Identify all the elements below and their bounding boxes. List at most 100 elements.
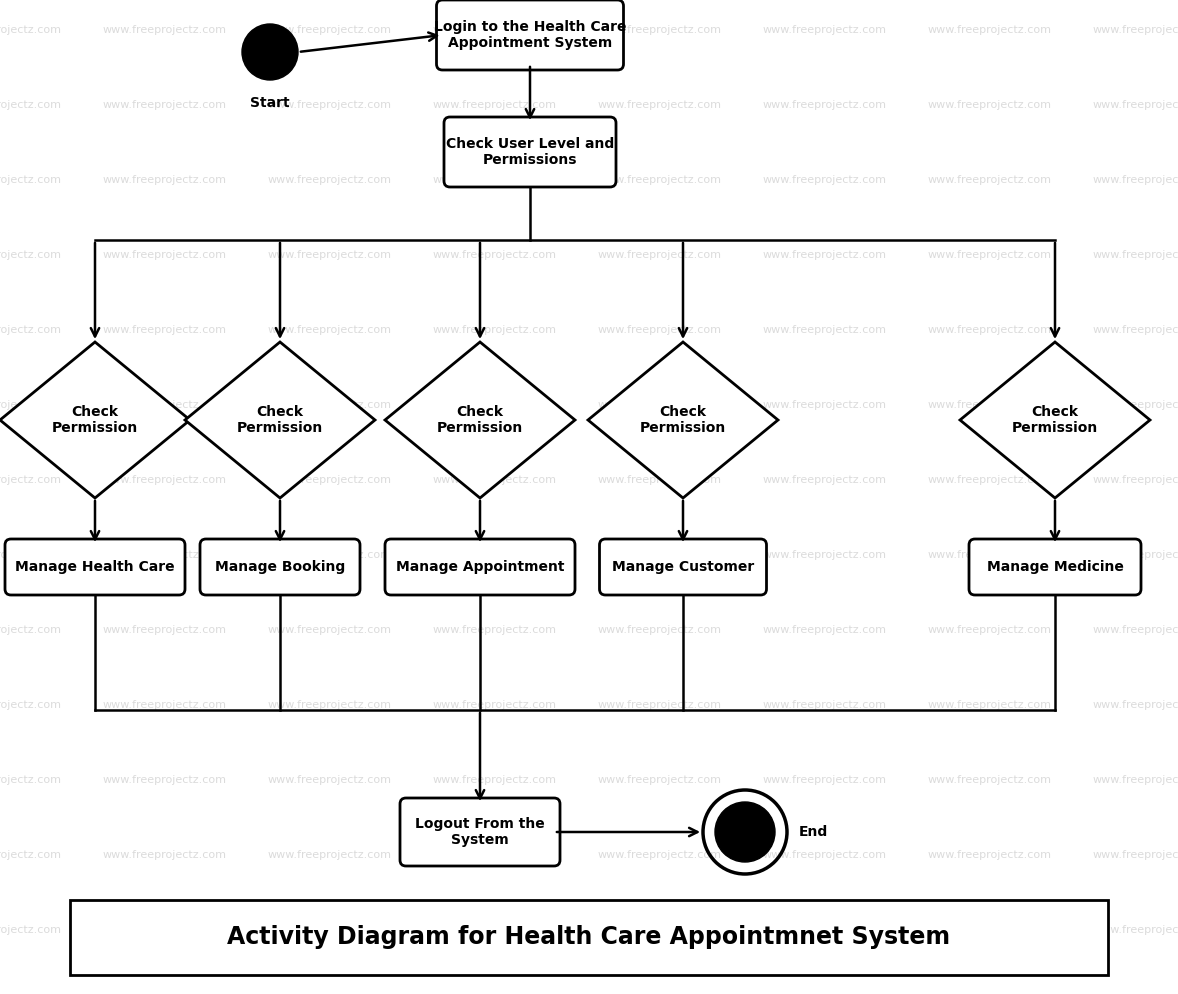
Text: www.freeprojectz.com: www.freeprojectz.com (102, 700, 227, 710)
FancyBboxPatch shape (5, 539, 185, 595)
Text: www.freeprojectz.com: www.freeprojectz.com (1093, 400, 1178, 410)
Text: www.freeprojectz.com: www.freeprojectz.com (0, 175, 62, 185)
FancyBboxPatch shape (200, 539, 360, 595)
Text: www.freeprojectz.com: www.freeprojectz.com (102, 100, 227, 110)
Text: www.freeprojectz.com: www.freeprojectz.com (928, 250, 1052, 260)
Text: www.freeprojectz.com: www.freeprojectz.com (0, 550, 62, 560)
Polygon shape (960, 342, 1150, 498)
Text: www.freeprojectz.com: www.freeprojectz.com (1093, 325, 1178, 335)
Text: www.freeprojectz.com: www.freeprojectz.com (763, 250, 887, 260)
Text: www.freeprojectz.com: www.freeprojectz.com (0, 25, 62, 35)
Text: www.freeprojectz.com: www.freeprojectz.com (102, 175, 227, 185)
Text: www.freeprojectz.com: www.freeprojectz.com (102, 550, 227, 560)
Text: www.freeprojectz.com: www.freeprojectz.com (102, 475, 227, 485)
Text: www.freeprojectz.com: www.freeprojectz.com (0, 775, 62, 785)
Text: Manage Booking: Manage Booking (214, 560, 345, 574)
Text: www.freeprojectz.com: www.freeprojectz.com (434, 700, 557, 710)
Text: www.freeprojectz.com: www.freeprojectz.com (598, 925, 722, 935)
Text: Check
Permission: Check Permission (237, 405, 323, 435)
FancyBboxPatch shape (70, 900, 1108, 975)
Circle shape (241, 24, 298, 80)
Text: www.freeprojectz.com: www.freeprojectz.com (928, 325, 1052, 335)
Circle shape (715, 802, 775, 862)
FancyBboxPatch shape (969, 539, 1141, 595)
Text: www.freeprojectz.com: www.freeprojectz.com (434, 400, 557, 410)
Text: www.freeprojectz.com: www.freeprojectz.com (928, 775, 1052, 785)
Text: www.freeprojectz.com: www.freeprojectz.com (1093, 700, 1178, 710)
FancyBboxPatch shape (385, 539, 575, 595)
Text: www.freeprojectz.com: www.freeprojectz.com (763, 925, 887, 935)
Text: www.freeprojectz.com: www.freeprojectz.com (1093, 475, 1178, 485)
Text: Start: Start (250, 96, 290, 110)
Text: www.freeprojectz.com: www.freeprojectz.com (928, 25, 1052, 35)
Text: www.freeprojectz.com: www.freeprojectz.com (102, 775, 227, 785)
Text: Login to the Health Care
Appointment System: Login to the Health Care Appointment Sys… (434, 20, 627, 50)
Text: www.freeprojectz.com: www.freeprojectz.com (763, 550, 887, 560)
Text: www.freeprojectz.com: www.freeprojectz.com (598, 775, 722, 785)
Text: Check
Permission: Check Permission (437, 405, 523, 435)
Text: www.freeprojectz.com: www.freeprojectz.com (0, 100, 62, 110)
Text: www.freeprojectz.com: www.freeprojectz.com (434, 775, 557, 785)
Text: www.freeprojectz.com: www.freeprojectz.com (763, 325, 887, 335)
Text: www.freeprojectz.com: www.freeprojectz.com (102, 25, 227, 35)
Text: www.freeprojectz.com: www.freeprojectz.com (928, 175, 1052, 185)
Text: www.freeprojectz.com: www.freeprojectz.com (598, 475, 722, 485)
Text: www.freeprojectz.com: www.freeprojectz.com (269, 100, 392, 110)
Text: www.freeprojectz.com: www.freeprojectz.com (0, 700, 62, 710)
Text: www.freeprojectz.com: www.freeprojectz.com (269, 700, 392, 710)
Text: www.freeprojectz.com: www.freeprojectz.com (928, 550, 1052, 560)
Text: Manage Customer: Manage Customer (611, 560, 754, 574)
Text: Check
Permission: Check Permission (1012, 405, 1098, 435)
Text: www.freeprojectz.com: www.freeprojectz.com (1093, 250, 1178, 260)
Text: www.freeprojectz.com: www.freeprojectz.com (763, 625, 887, 635)
Text: www.freeprojectz.com: www.freeprojectz.com (0, 625, 62, 635)
Text: www.freeprojectz.com: www.freeprojectz.com (269, 325, 392, 335)
Text: www.freeprojectz.com: www.freeprojectz.com (269, 400, 392, 410)
FancyBboxPatch shape (401, 798, 560, 866)
Text: www.freeprojectz.com: www.freeprojectz.com (269, 550, 392, 560)
Text: www.freeprojectz.com: www.freeprojectz.com (1093, 100, 1178, 110)
Text: www.freeprojectz.com: www.freeprojectz.com (434, 475, 557, 485)
Text: www.freeprojectz.com: www.freeprojectz.com (269, 475, 392, 485)
Text: www.freeprojectz.com: www.freeprojectz.com (598, 250, 722, 260)
Text: Manage Appointment: Manage Appointment (396, 560, 564, 574)
Text: www.freeprojectz.com: www.freeprojectz.com (102, 325, 227, 335)
Text: www.freeprojectz.com: www.freeprojectz.com (928, 850, 1052, 860)
Text: www.freeprojectz.com: www.freeprojectz.com (434, 25, 557, 35)
Text: www.freeprojectz.com: www.freeprojectz.com (928, 625, 1052, 635)
Text: www.freeprojectz.com: www.freeprojectz.com (763, 475, 887, 485)
Text: Logout From the
System: Logout From the System (415, 817, 545, 847)
Text: www.freeprojectz.com: www.freeprojectz.com (269, 925, 392, 935)
Text: www.freeprojectz.com: www.freeprojectz.com (434, 100, 557, 110)
Text: www.freeprojectz.com: www.freeprojectz.com (763, 400, 887, 410)
Text: Manage Medicine: Manage Medicine (986, 560, 1124, 574)
Text: www.freeprojectz.com: www.freeprojectz.com (269, 850, 392, 860)
FancyBboxPatch shape (444, 117, 616, 187)
Text: www.freeprojectz.com: www.freeprojectz.com (928, 475, 1052, 485)
Text: www.freeprojectz.com: www.freeprojectz.com (434, 325, 557, 335)
Text: www.freeprojectz.com: www.freeprojectz.com (598, 550, 722, 560)
Text: www.freeprojectz.com: www.freeprojectz.com (102, 250, 227, 260)
Text: www.freeprojectz.com: www.freeprojectz.com (928, 400, 1052, 410)
Text: www.freeprojectz.com: www.freeprojectz.com (434, 250, 557, 260)
Text: www.freeprojectz.com: www.freeprojectz.com (928, 925, 1052, 935)
Text: www.freeprojectz.com: www.freeprojectz.com (1093, 625, 1178, 635)
Text: www.freeprojectz.com: www.freeprojectz.com (269, 25, 392, 35)
Text: www.freeprojectz.com: www.freeprojectz.com (1093, 25, 1178, 35)
Text: Check User Level and
Permissions: Check User Level and Permissions (446, 137, 614, 167)
Text: www.freeprojectz.com: www.freeprojectz.com (434, 850, 557, 860)
Text: www.freeprojectz.com: www.freeprojectz.com (102, 400, 227, 410)
Text: www.freeprojectz.com: www.freeprojectz.com (763, 700, 887, 710)
Text: www.freeprojectz.com: www.freeprojectz.com (763, 175, 887, 185)
Text: Check
Permission: Check Permission (52, 405, 138, 435)
Text: www.freeprojectz.com: www.freeprojectz.com (434, 925, 557, 935)
Text: www.freeprojectz.com: www.freeprojectz.com (434, 625, 557, 635)
Text: www.freeprojectz.com: www.freeprojectz.com (1093, 925, 1178, 935)
Text: www.freeprojectz.com: www.freeprojectz.com (0, 400, 62, 410)
Text: www.freeprojectz.com: www.freeprojectz.com (1093, 850, 1178, 860)
Polygon shape (185, 342, 375, 498)
Text: www.freeprojectz.com: www.freeprojectz.com (598, 700, 722, 710)
Text: www.freeprojectz.com: www.freeprojectz.com (763, 775, 887, 785)
Text: www.freeprojectz.com: www.freeprojectz.com (1093, 175, 1178, 185)
Text: www.freeprojectz.com: www.freeprojectz.com (102, 850, 227, 860)
